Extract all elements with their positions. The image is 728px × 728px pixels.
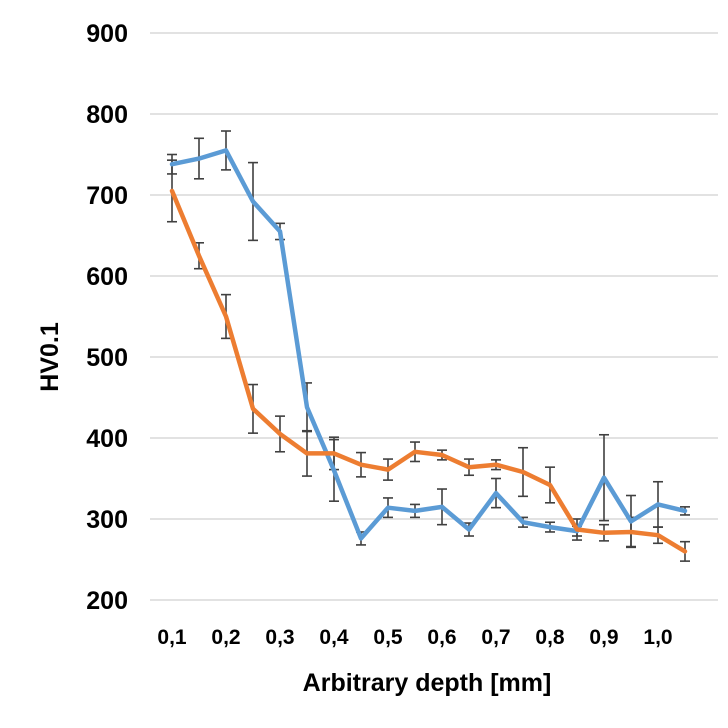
x-tick-label: 0,4 [319,626,349,649]
x-tick-label: 0,2 [211,626,240,649]
x-tick-labels: 0,1 0,2 0,3 0,4 0,5 0,6 0,7 0,8 0,9 1,0 [157,626,672,649]
y-tick-label: 200 [86,587,128,615]
y-tick-label: 800 [86,101,128,129]
x-tick-label: 0,9 [589,626,618,649]
x-tick-label: 0,7 [481,626,510,649]
x-axis-title: Arbitrary depth [mm] [303,669,552,697]
series-line-2 [169,188,688,554]
y-tick-label: 300 [86,506,128,534]
y-tick-label: 700 [86,182,128,210]
gridlines [150,32,718,601]
x-tick-label: 0,3 [265,626,294,649]
x-tick-label: 0,5 [373,626,403,649]
x-tick-label: 0,6 [427,626,456,649]
x-tick-label: 0,8 [535,626,565,649]
series-lines [169,148,688,554]
x-tick-label: 0,1 [157,626,187,649]
y-tick-label: 900 [86,20,128,48]
y-tick-label: 500 [86,344,128,372]
y-tick-label: 600 [86,263,128,291]
x-tick-label: 1,0 [643,626,672,649]
y-tick-labels: 200 300 400 500 600 700 800 900 [86,20,128,615]
y-axis-title: HV0.1 [36,322,64,392]
series-line-1 [169,148,688,541]
y-tick-label: 400 [86,425,128,453]
